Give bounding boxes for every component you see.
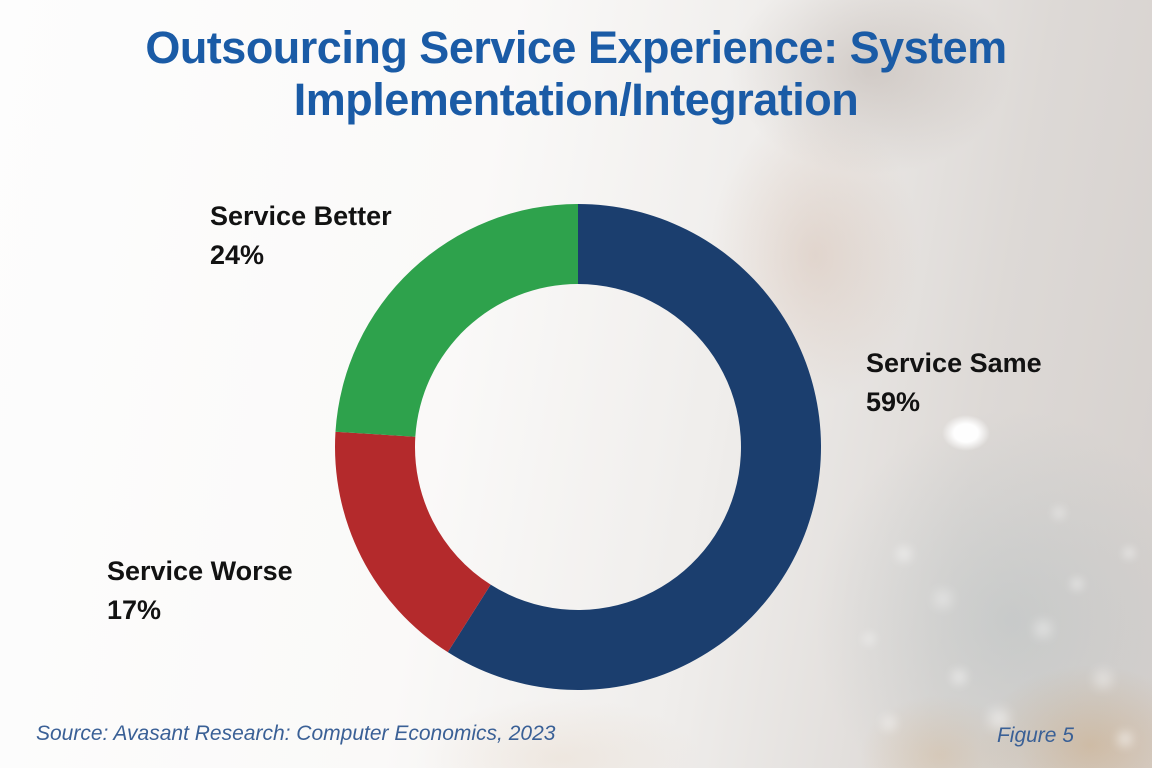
label-service-better: Service Better 24% xyxy=(210,197,392,275)
label-service-worse-name: Service Worse xyxy=(107,556,293,586)
donut-segment-service-same xyxy=(447,204,821,690)
label-service-better-name: Service Better xyxy=(210,201,392,231)
figure-number: Figure 5 xyxy=(996,724,1074,747)
chart-title-line2: Implementation/Integration xyxy=(293,74,859,125)
donut-segment-service-better xyxy=(335,204,578,437)
donut-segment-service-worse xyxy=(335,431,491,653)
label-service-better-pct: 24% xyxy=(210,240,265,270)
chart-title-line1: Outsourcing Service Experience: System xyxy=(145,22,1007,73)
label-service-worse: Service Worse 17% xyxy=(107,552,293,630)
chart-title: Outsourcing Service Experience: System I… xyxy=(0,22,1152,126)
label-service-worse-pct: 17% xyxy=(107,595,162,625)
label-service-same: Service Same 59% xyxy=(866,344,1042,422)
source-attribution: Source: Avasant Research: Computer Econo… xyxy=(36,722,556,745)
label-service-same-pct: 59% xyxy=(866,387,921,417)
label-service-same-name: Service Same xyxy=(866,348,1042,378)
